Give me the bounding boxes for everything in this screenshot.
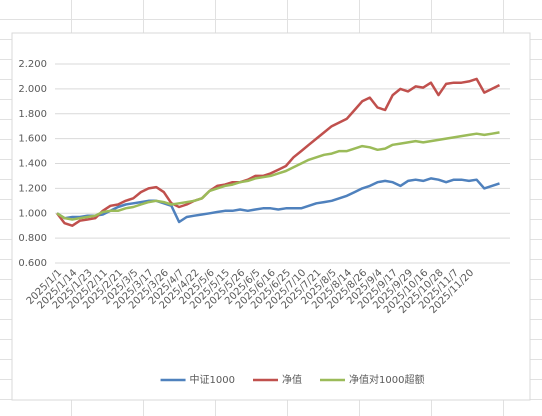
legend-label: 净值对1000超额	[349, 373, 424, 386]
y-tick-label: 2.200	[18, 59, 47, 70]
y-tick-label: 0.600	[18, 258, 47, 269]
series-line	[56, 131, 500, 221]
series-line	[56, 177, 500, 224]
y-tick-label: 1.000	[18, 208, 47, 219]
legend-label: 净值	[282, 373, 302, 386]
series-line	[56, 77, 501, 227]
y-tick-label: 1.800	[18, 109, 47, 120]
y-tick-label: 1.600	[18, 134, 47, 145]
y-tick-label: 0.800	[18, 233, 47, 244]
y-tick-label: 1.400	[18, 159, 47, 170]
y-tick-label: 1.200	[18, 183, 47, 194]
y-tick-label: 2.000	[18, 84, 47, 95]
legend-label: 中证1000	[190, 373, 235, 386]
